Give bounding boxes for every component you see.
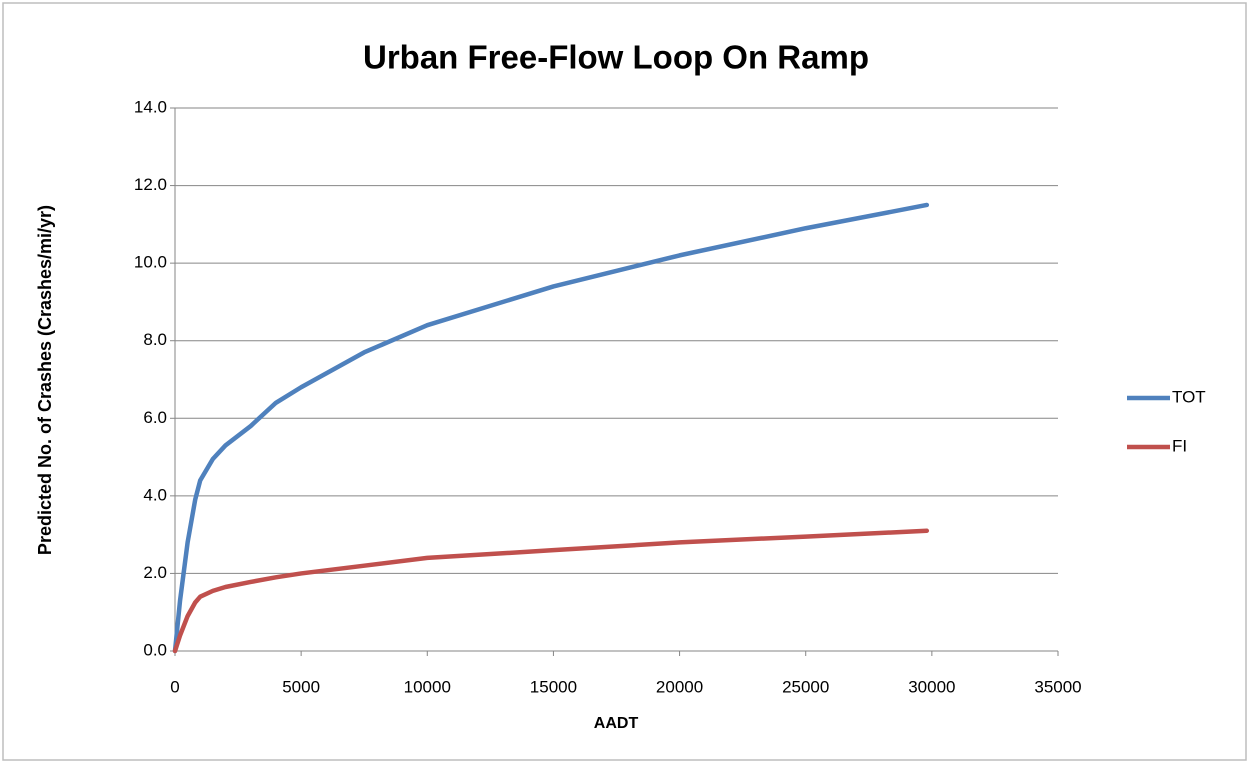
legend-label: FI — [1172, 436, 1187, 455]
x-tick-label: 25000 — [782, 677, 829, 696]
y-tick-label: 4.0 — [143, 485, 167, 504]
x-tick-label: 0 — [170, 677, 179, 696]
y-tick-label: 6.0 — [143, 408, 167, 427]
x-tick-label: 20000 — [656, 677, 703, 696]
y-tick-label: 8.0 — [143, 330, 167, 349]
chart-title: Urban Free-Flow Loop On Ramp — [363, 39, 869, 76]
legend-label: TOT — [1172, 387, 1206, 406]
series-line — [172, 528, 930, 654]
y-tick-label: 12.0 — [134, 175, 167, 194]
x-tick-label: 10000 — [404, 677, 451, 696]
y-axis-label: Predicted No. of Crashes (Crashes/mi/yr) — [35, 205, 55, 555]
y-tick-label: 10.0 — [134, 253, 167, 272]
x-tick-label: 35000 — [1034, 677, 1081, 696]
x-axis-label: AADT — [594, 715, 639, 732]
x-tick-label: 15000 — [530, 677, 577, 696]
series-line — [172, 202, 930, 654]
y-tick-label: 14.0 — [134, 97, 167, 116]
y-tick-label: 0.0 — [143, 640, 167, 659]
y-tick-label: 2.0 — [143, 563, 167, 582]
x-tick-label: 30000 — [908, 677, 955, 696]
x-tick-label: 5000 — [282, 677, 320, 696]
